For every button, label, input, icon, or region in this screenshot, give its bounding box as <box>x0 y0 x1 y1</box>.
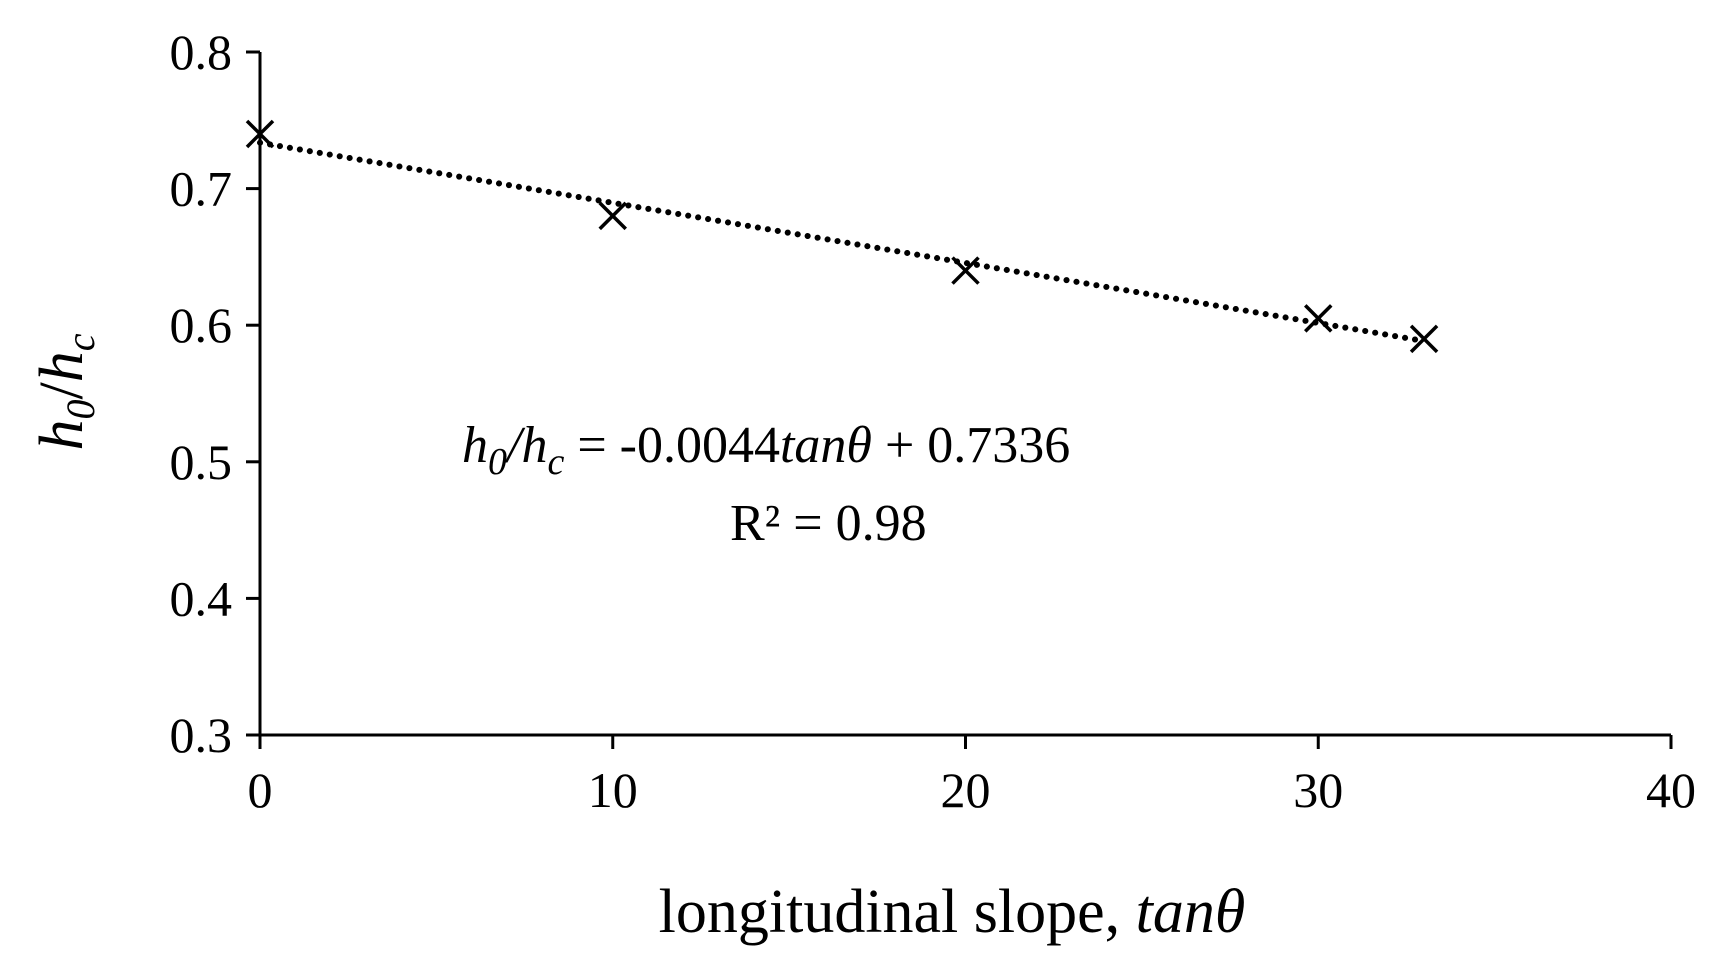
trendline-path <box>257 139 1428 345</box>
data-point <box>951 256 980 285</box>
x-tick-label: 20 <box>941 762 991 818</box>
x-ticks: 0 10 20 30 40 <box>248 735 1696 818</box>
y-tick-label: 0.5 <box>170 434 233 490</box>
r-squared-label: R² = 0.98 <box>730 495 927 552</box>
y-tick-label: 0.8 <box>170 24 233 80</box>
y-tick-label: 0.3 <box>170 707 233 763</box>
y-ticks: 0.3 0.4 0.5 0.6 0.7 0.8 <box>170 24 260 763</box>
y-axis-label: h0/hc <box>28 333 103 450</box>
data-points <box>245 119 1439 354</box>
data-point <box>598 201 627 231</box>
x-tick-label: 30 <box>1293 762 1343 818</box>
trendline <box>257 139 1428 345</box>
data-point <box>1304 304 1333 333</box>
x-tick-label: 10 <box>588 762 638 818</box>
regression-equation: h0/hc = -0.0044tanθ + 0.7336 <box>462 417 1070 483</box>
y-tick-label: 0.7 <box>170 161 233 217</box>
x-tick-label: 40 <box>1646 762 1696 818</box>
y-tick-label: 0.4 <box>170 570 233 626</box>
x-axis-label: longitudinal slope, tanθ <box>659 878 1246 946</box>
data-point <box>245 119 275 149</box>
x-tick-label: 0 <box>248 762 273 818</box>
data-point <box>1409 324 1439 354</box>
y-tick-label: 0.6 <box>170 297 233 353</box>
